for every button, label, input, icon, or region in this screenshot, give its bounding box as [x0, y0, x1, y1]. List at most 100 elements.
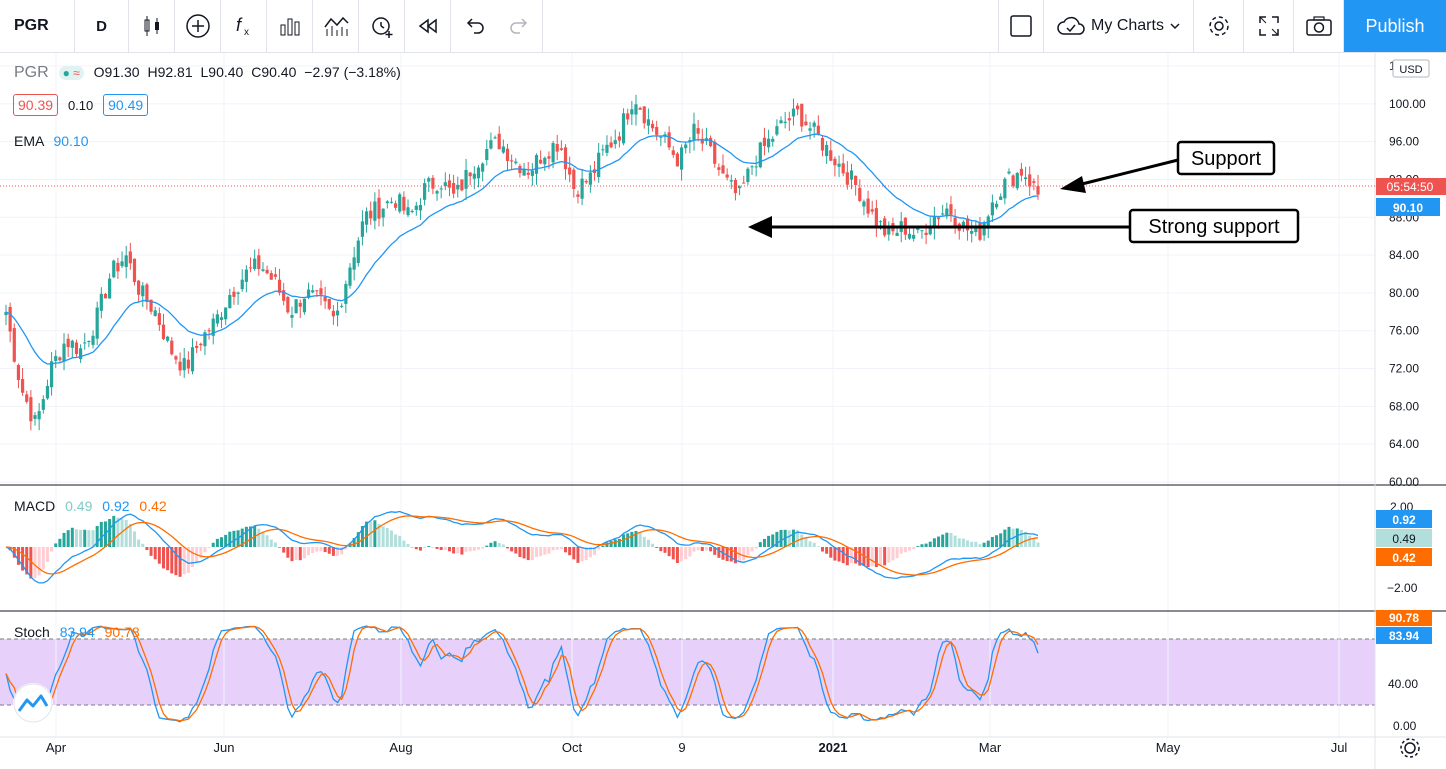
publish-button[interactable]: Publish	[1344, 0, 1446, 52]
bar-replay-button[interactable]	[405, 0, 451, 52]
buy-price-button[interactable]: 90.49	[103, 94, 149, 116]
macd-bar	[323, 547, 327, 553]
candle-body	[804, 121, 808, 126]
candle-body	[219, 317, 224, 321]
candle-body	[269, 273, 273, 280]
candle-body	[970, 230, 974, 234]
time-label: Aug	[389, 740, 412, 755]
candle-body	[327, 298, 331, 309]
candle-body	[982, 223, 986, 236]
candle-body	[949, 204, 953, 215]
macd-bar	[646, 539, 650, 547]
macd-bar	[157, 547, 161, 564]
price-axis[interactable]: 104.00100.0096.0092.0088.0084.0080.0076.…	[1389, 59, 1426, 489]
candle-body	[530, 170, 534, 176]
settings-button[interactable]	[1194, 0, 1244, 52]
candle-body	[733, 179, 738, 194]
redo-button[interactable]	[497, 0, 543, 52]
ema-legend[interactable]: EMA 90.10	[14, 133, 89, 149]
stoch-d-line	[5, 625, 1039, 722]
macd-bar	[526, 547, 530, 561]
candle-body	[750, 166, 754, 168]
price-tick-label: 76.00	[1389, 324, 1419, 338]
my-charts-button[interactable]: My Charts	[1044, 0, 1194, 52]
bar-style-button[interactable]	[129, 0, 175, 52]
candle-body	[41, 399, 45, 410]
macd-bar	[572, 547, 576, 560]
candle-body	[721, 165, 725, 174]
snapshot-button[interactable]	[1294, 0, 1344, 52]
candle-body	[754, 166, 758, 168]
candle-body	[605, 144, 609, 153]
time-label: 9	[678, 740, 685, 755]
macd-bar	[33, 547, 37, 579]
candle-body	[253, 258, 257, 269]
candle-body	[393, 203, 398, 208]
candle-body	[323, 296, 327, 302]
candle-body	[912, 234, 916, 239]
support-annotation[interactable]: Support	[1060, 140, 1276, 193]
candle-body	[539, 159, 543, 164]
cloud-icon	[1057, 16, 1085, 35]
stoch-legend[interactable]: Stoch 83.94 90.78	[14, 624, 140, 640]
candle-body	[240, 279, 244, 290]
macd-bar	[700, 547, 704, 551]
macd-tick-bottom: −2.00	[1387, 581, 1418, 595]
candle-body	[290, 315, 294, 318]
chart-settings-gear[interactable]	[1400, 738, 1420, 758]
macd-bar	[999, 533, 1003, 547]
chart-area[interactable]: Support Strong support 104.00100.0096.00…	[0, 53, 1446, 769]
macd-bar	[1015, 528, 1019, 547]
fullscreen-button[interactable]	[1244, 0, 1294, 52]
spread-value: 0.10	[67, 98, 94, 113]
macd-bar	[937, 536, 941, 547]
ema-price-tag: 90.10	[1393, 201, 1423, 215]
macd-bar	[91, 530, 95, 547]
time-label: Jul	[1331, 740, 1348, 755]
candle-body	[427, 178, 431, 182]
time-label: May	[1156, 740, 1181, 755]
macd-bar	[137, 539, 141, 547]
candle-body	[978, 222, 982, 240]
candle-body	[340, 305, 344, 307]
candle-body	[62, 343, 66, 362]
financials-button[interactable]	[267, 0, 313, 52]
candle-body	[286, 296, 290, 313]
macd-bar	[58, 538, 62, 547]
layout-button[interactable]	[998, 0, 1044, 52]
macd-bar	[315, 547, 319, 552]
tradingview-logo-icon[interactable]	[13, 683, 53, 723]
candle-body	[551, 143, 555, 163]
candle-body	[141, 285, 145, 297]
macd-histogram	[8, 515, 1040, 579]
time-axis[interactable]: Apr Jun Aug Oct 9 2021 Mar May Jul	[46, 740, 1348, 755]
macd-bar	[360, 525, 364, 547]
interval-button[interactable]: D	[75, 0, 129, 52]
candle-body	[621, 113, 626, 144]
legend-open: O91.30	[93, 64, 140, 80]
candle-body	[999, 196, 1003, 200]
legend-symbol[interactable]: PGR	[14, 64, 49, 81]
sell-price-button[interactable]: 90.39	[13, 94, 59, 116]
macd-bar	[112, 515, 116, 547]
candle-body	[746, 168, 750, 183]
candle-body	[443, 182, 447, 187]
undo-button[interactable]	[451, 0, 497, 52]
candle-body	[767, 138, 771, 148]
macd-bar	[787, 530, 791, 547]
compare-button[interactable]	[175, 0, 221, 52]
candle-body	[534, 155, 539, 174]
candle-body	[547, 156, 551, 159]
alert-button[interactable]	[359, 0, 405, 52]
macd-bar	[286, 547, 290, 558]
macd-hist-tag: 0.49	[1392, 532, 1416, 546]
macd-bar	[298, 547, 302, 561]
strong-support-annotation[interactable]: Strong support	[748, 208, 1300, 244]
candle-body	[675, 153, 680, 167]
macd-legend[interactable]: MACD 0.49 0.92 0.42	[14, 498, 167, 514]
symbol-search-button[interactable]: PGR	[0, 0, 75, 52]
candle-body	[282, 290, 286, 301]
templates-button[interactable]	[313, 0, 359, 52]
chart-canvas[interactable]: Support Strong support 104.00100.0096.00…	[0, 53, 1446, 769]
